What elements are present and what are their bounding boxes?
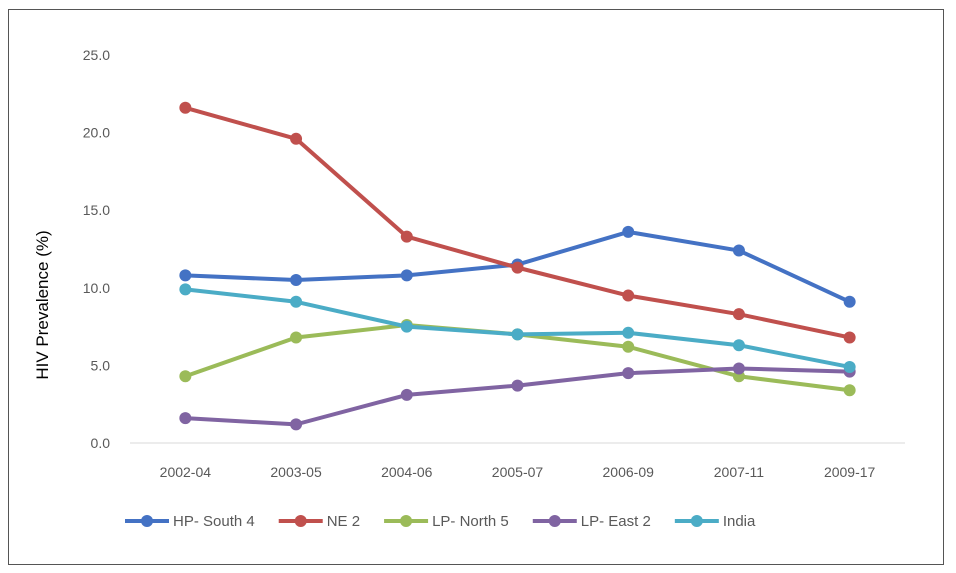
data-point: [622, 289, 635, 302]
data-point: [511, 261, 524, 274]
x-tick-label: 2006-09: [603, 464, 655, 480]
data-point: [290, 132, 303, 145]
legend-item[interactable]: India: [674, 513, 756, 530]
legend-label: HP- South 4: [173, 513, 255, 530]
data-point: [843, 295, 856, 308]
data-point: [400, 388, 413, 401]
data-point: [732, 244, 745, 257]
series-ne-2: [179, 101, 856, 344]
x-axis-ticks: 2002-04 2003-05 2004-06 2005-07 2006-09 2007-…: [160, 464, 876, 480]
series-group: [179, 101, 856, 431]
x-tick-label: 2002-04: [160, 464, 212, 480]
data-point: [290, 418, 303, 431]
series-lp-east-2: [179, 362, 856, 431]
legend-label: LP- North 5: [432, 513, 509, 530]
data-point: [511, 379, 524, 392]
series-india: [179, 283, 856, 373]
data-point: [511, 328, 524, 341]
y-tick-label: 20.0: [83, 125, 110, 141]
legend-label: India: [723, 513, 756, 530]
data-point: [732, 339, 745, 352]
x-tick-label: 2005-07: [492, 464, 544, 480]
x-tick-label: 2009-17: [824, 464, 876, 480]
legend-swatch-marker: [400, 515, 413, 527]
y-tick-label: 15.0: [83, 202, 110, 218]
legend[interactable]: HP- South 4 NE 2 LP- North 5 LP- East 2 Indi…: [125, 513, 756, 530]
data-point: [622, 326, 635, 339]
x-tick-label: 2003-05: [270, 464, 322, 480]
legend-item[interactable]: HP- South 4: [125, 513, 255, 530]
data-point: [179, 269, 192, 282]
data-point: [622, 367, 635, 380]
y-tick-label: 25.0: [83, 47, 110, 63]
y-axis-label: HIV Prevalence (%): [33, 230, 52, 379]
y-tick-label: 10.0: [83, 280, 110, 296]
chart-frame: [8, 9, 944, 565]
data-point: [732, 308, 745, 321]
series-line: [183, 287, 852, 369]
legend-item[interactable]: NE 2: [278, 513, 360, 530]
data-point: [622, 340, 635, 353]
x-tick-label: 2004-06: [381, 464, 433, 480]
legend-swatch-marker: [141, 515, 153, 527]
data-point: [843, 331, 856, 344]
legend-item[interactable]: LP- East 2: [532, 513, 651, 530]
legend-item[interactable]: LP- North 5: [384, 513, 509, 530]
legend-swatch-marker: [294, 515, 307, 527]
x-tick-label: 2007-11: [714, 464, 765, 480]
y-tick-label: 0.0: [91, 435, 111, 451]
legend-swatch-marker: [690, 515, 703, 527]
data-point: [290, 331, 303, 344]
data-point: [290, 274, 303, 287]
y-axis-ticks: 0.0 5.0 10.0 15.0 20.0 25.0: [83, 47, 110, 451]
legend-swatch-marker: [548, 515, 561, 527]
data-point: [732, 362, 745, 375]
data-point: [400, 320, 413, 333]
data-point: [179, 412, 192, 425]
y-tick-label: 5.0: [91, 357, 111, 373]
legend-label: NE 2: [327, 513, 360, 530]
series-line: [183, 105, 852, 340]
data-point: [843, 384, 856, 397]
data-point: [179, 370, 192, 383]
data-point: [179, 283, 192, 296]
data-point: [843, 360, 856, 373]
data-point: [622, 225, 635, 238]
data-point: [400, 230, 413, 243]
legend-label: LP- East 2: [581, 513, 651, 530]
data-point: [290, 295, 303, 308]
data-point: [179, 101, 192, 114]
data-point: [400, 269, 413, 282]
